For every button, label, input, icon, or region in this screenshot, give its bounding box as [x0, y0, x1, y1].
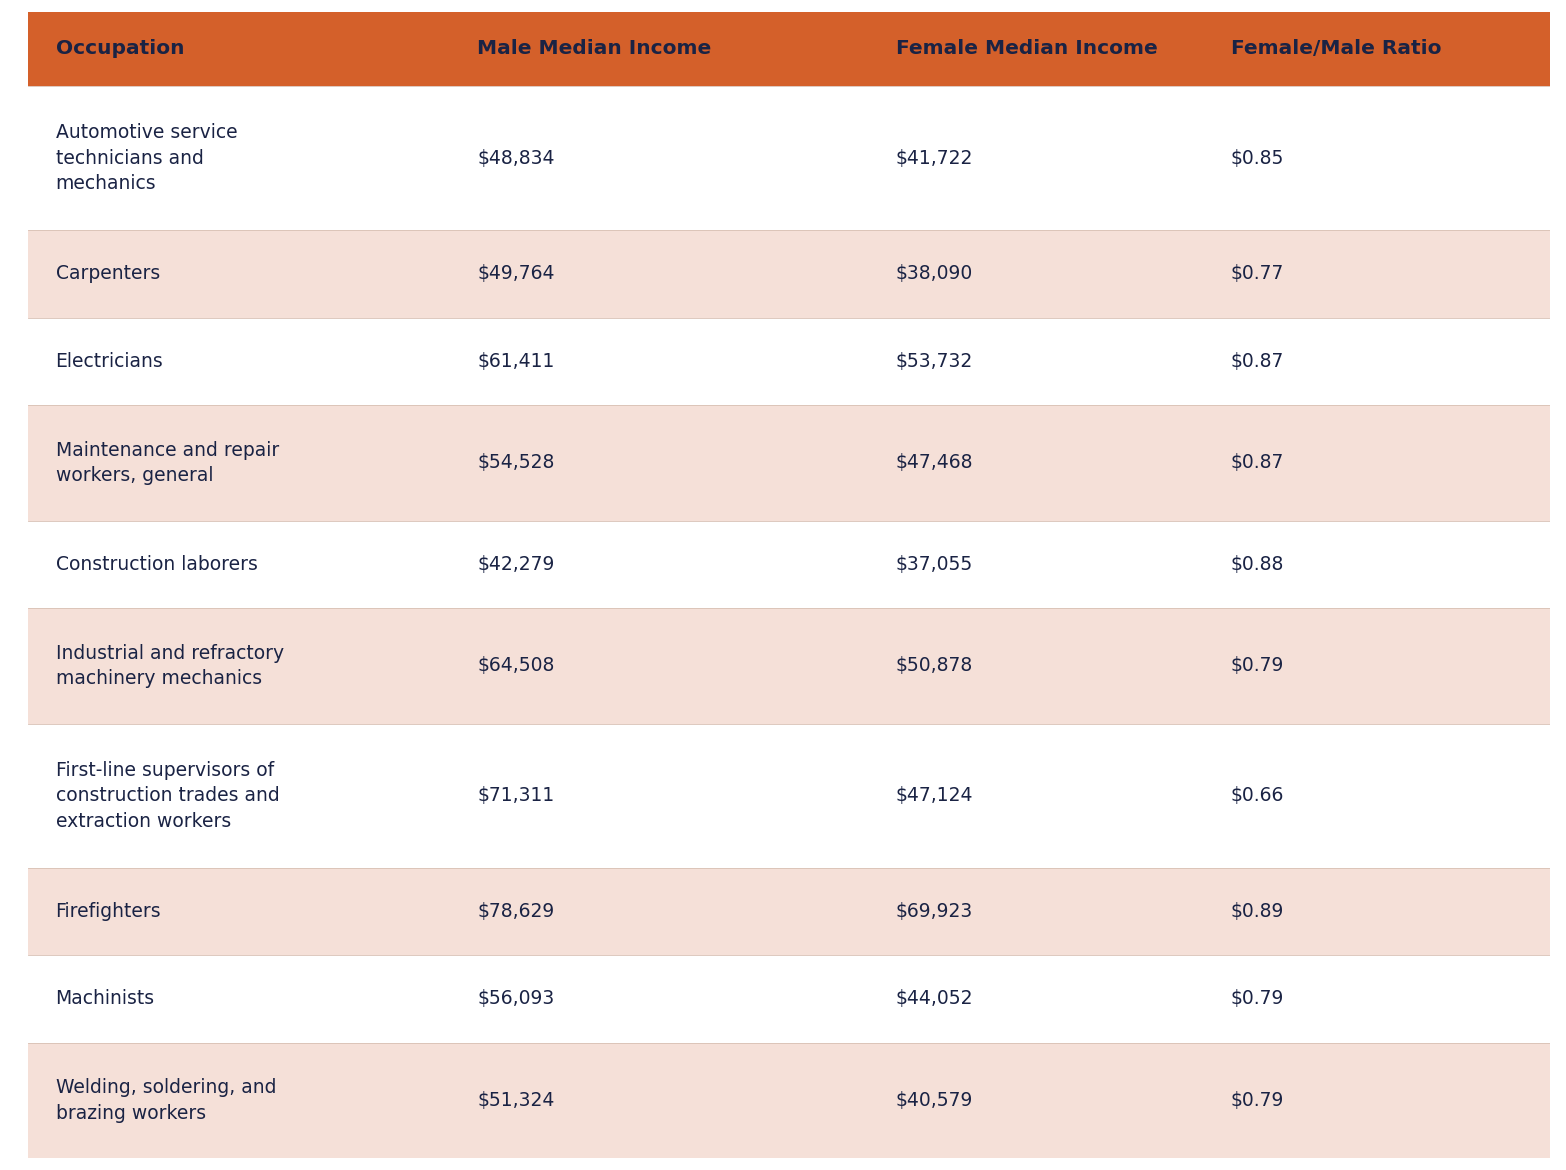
Text: $50,878: $50,878: [896, 656, 972, 675]
Bar: [28, 868, 1550, 955]
Text: $0.77: $0.77: [1231, 264, 1284, 283]
Text: $69,923: $69,923: [896, 902, 972, 921]
Text: Female/Male Ratio: Female/Male Ratio: [1231, 40, 1441, 58]
Text: $42,279: $42,279: [478, 555, 554, 574]
Text: Occupation: Occupation: [55, 40, 185, 58]
Bar: [28, 1042, 1550, 1158]
Text: $61,411: $61,411: [478, 352, 554, 371]
Text: Industrial and refractory
machinery mechanics: Industrial and refractory machinery mech…: [55, 644, 283, 688]
Text: $54,528: $54,528: [478, 454, 554, 473]
Text: Female Median Income: Female Median Income: [896, 40, 1157, 58]
Text: $44,052: $44,052: [896, 990, 974, 1009]
Text: $47,124: $47,124: [896, 786, 974, 805]
Text: Maintenance and repair
workers, general: Maintenance and repair workers, general: [55, 441, 279, 486]
Text: $0.87: $0.87: [1231, 454, 1284, 473]
Text: Construction laborers: Construction laborers: [55, 555, 257, 574]
Text: Machinists: Machinists: [55, 990, 155, 1009]
Bar: [28, 230, 1550, 317]
Text: $0.79: $0.79: [1231, 990, 1284, 1009]
Bar: [28, 724, 1550, 868]
Text: $71,311: $71,311: [478, 786, 554, 805]
Text: $0.88: $0.88: [1231, 555, 1284, 574]
Text: $37,055: $37,055: [896, 555, 972, 574]
Bar: [28, 608, 1550, 724]
Text: $0.89: $0.89: [1231, 902, 1284, 921]
Text: $51,324: $51,324: [478, 1090, 554, 1110]
Text: $0.85: $0.85: [1231, 149, 1284, 167]
Text: Welding, soldering, and
brazing workers: Welding, soldering, and brazing workers: [55, 1078, 276, 1123]
Bar: [28, 521, 1550, 608]
Bar: [28, 87, 1550, 230]
Text: $0.66: $0.66: [1231, 786, 1284, 805]
Bar: [28, 405, 1550, 521]
Text: $47,468: $47,468: [896, 454, 974, 473]
Text: $49,764: $49,764: [478, 264, 554, 283]
Bar: [28, 955, 1550, 1042]
Text: Firefighters: Firefighters: [55, 902, 161, 921]
Text: First-line supervisors of
construction trades and
extraction workers: First-line supervisors of construction t…: [55, 760, 279, 831]
Text: $48,834: $48,834: [478, 149, 554, 167]
Bar: [28, 317, 1550, 405]
Text: $0.79: $0.79: [1231, 1090, 1284, 1110]
Text: Electricians: Electricians: [55, 352, 163, 371]
Text: $41,722: $41,722: [896, 149, 972, 167]
Bar: [28, 12, 1550, 87]
Text: $56,093: $56,093: [478, 990, 554, 1009]
Text: $0.87: $0.87: [1231, 352, 1284, 371]
Text: $53,732: $53,732: [896, 352, 972, 371]
Text: Male Median Income: Male Median Income: [478, 40, 711, 58]
Text: $40,579: $40,579: [896, 1090, 972, 1110]
Text: Automotive service
technicians and
mechanics: Automotive service technicians and mecha…: [55, 123, 236, 193]
Text: $0.79: $0.79: [1231, 656, 1284, 675]
Text: $38,090: $38,090: [896, 264, 972, 283]
Text: $78,629: $78,629: [478, 902, 554, 921]
Text: $64,508: $64,508: [478, 656, 554, 675]
Text: Carpenters: Carpenters: [55, 264, 160, 283]
